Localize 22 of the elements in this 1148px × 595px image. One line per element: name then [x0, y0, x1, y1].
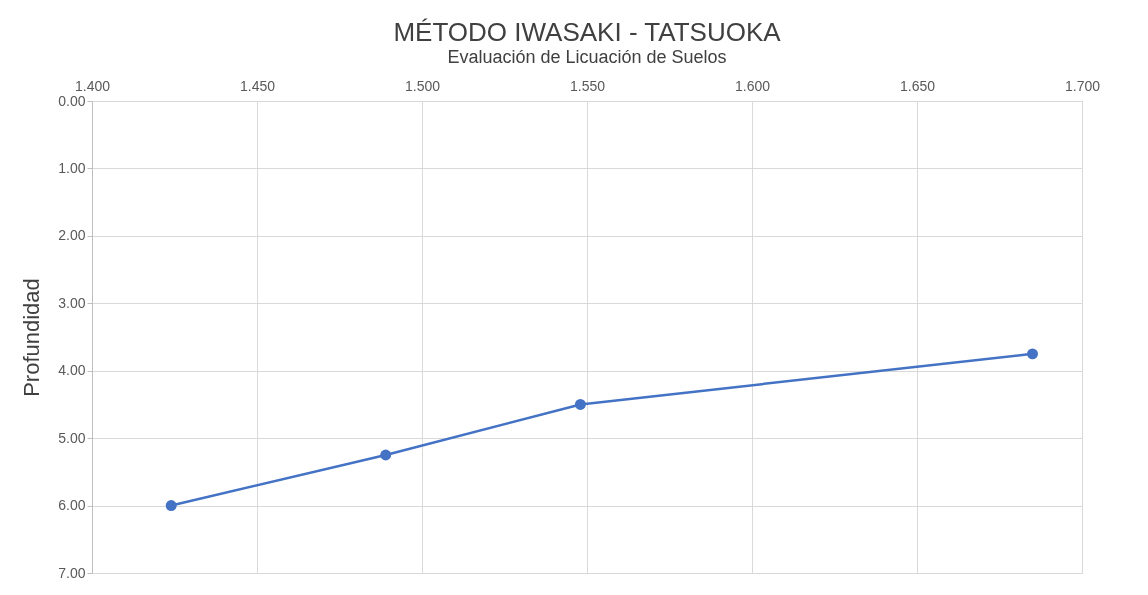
- y-tick-label: 7.00: [58, 564, 86, 581]
- point: [165, 500, 177, 512]
- y-tick-label: 4.00: [58, 362, 86, 379]
- point: [1027, 348, 1038, 360]
- x-tick-label: 1.550: [569, 77, 606, 94]
- y-tick-label: 1.00: [58, 159, 86, 176]
- y-tick-label: 6.00: [58, 497, 86, 514]
- y-tick-label: 2.00: [58, 227, 86, 244]
- point: [574, 398, 586, 410]
- x-tick-label: 1.450: [239, 77, 276, 94]
- x-tick-label: 1.700: [1064, 77, 1101, 94]
- x-tick-label: 1.500: [404, 77, 441, 94]
- x-tick-label: 1.650: [899, 77, 936, 94]
- y-tick-label: 0.00: [58, 92, 86, 109]
- x-tick-label: 1.400: [74, 77, 111, 94]
- x-tick-label: 1.600: [734, 77, 771, 94]
- y-tick-label: 3.00: [58, 294, 86, 311]
- y-tick-label: 5.00: [58, 429, 86, 446]
- chart-subtitle: Evaluación de Licuación de Suelos: [447, 47, 727, 67]
- y-axis-title: Profundidad: [19, 278, 45, 397]
- chart-title: MÉTODO IWASAKI - TATSUOKA: [393, 17, 782, 47]
- point: [380, 449, 392, 461]
